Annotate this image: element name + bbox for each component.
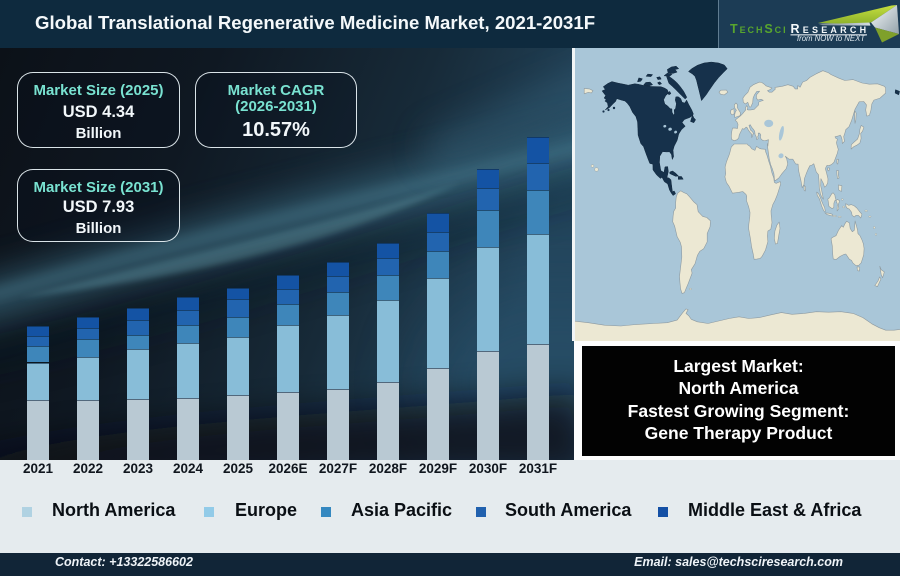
- svg-text:TechSci: TechSci: [730, 22, 786, 36]
- svg-text:from NOW to NEXT: from NOW to NEXT: [797, 34, 866, 43]
